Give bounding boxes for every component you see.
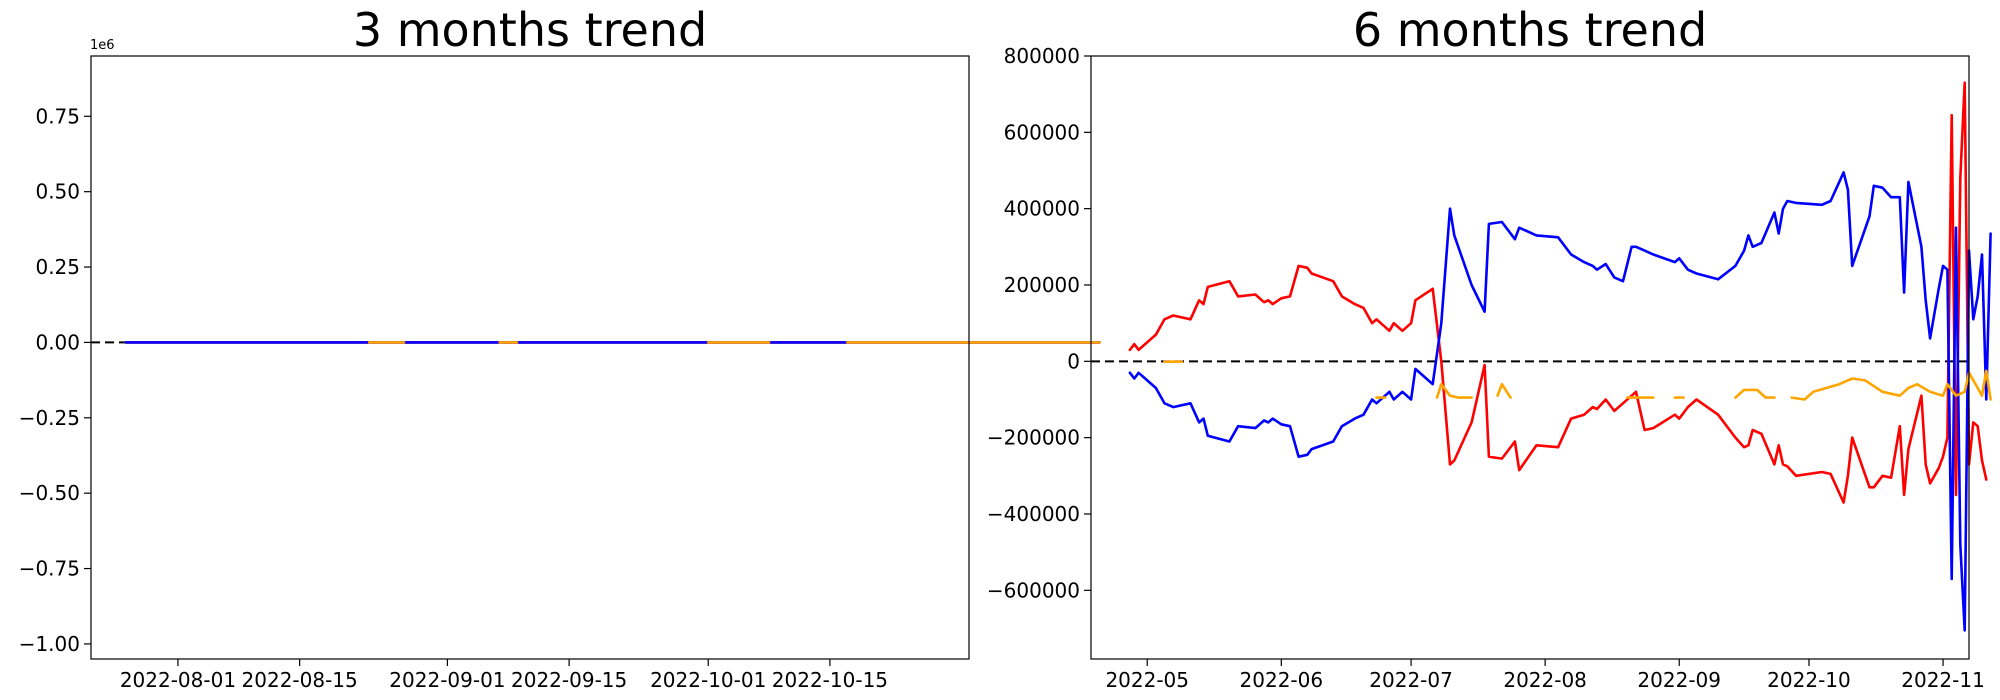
x-tick-label: 2022-11	[1901, 668, 1985, 692]
x-tick-label: 2022-08-01	[120, 668, 236, 692]
x-tick-label: 2022-10	[1767, 668, 1851, 692]
chart-title: 3 months trend	[353, 3, 707, 57]
chart-3-months: 3 months trend 1e6 2022-08-01 2022-08-15 2…	[19, 3, 1101, 692]
y-tick-label: 200000	[1004, 273, 1080, 297]
plot-frame	[90, 55, 970, 660]
y-tick-label: −200000	[987, 426, 1080, 450]
x-tick-label: 2022-09	[1637, 668, 1721, 692]
y-tick-label: 600000	[1004, 120, 1080, 144]
y-tick-label: −1.00	[19, 632, 80, 656]
x-tick-label: 2022-06	[1240, 668, 1324, 692]
x-tick-label: 2022-09-15	[511, 668, 627, 692]
series-line-3	[1163, 360, 1992, 401]
x-tick-label: 2022-10-15	[772, 668, 888, 692]
y-tick-label: −600000	[987, 578, 1080, 602]
y-tick-label: 0	[1067, 349, 1080, 373]
x-tick-label: 2022-08-15	[242, 668, 358, 692]
y-tick-label: 0.75	[35, 104, 80, 128]
y-tick-label: 0.00	[35, 330, 80, 354]
x-tick-label: 2022-10-01	[650, 668, 766, 692]
y-tick-label: −0.50	[19, 481, 80, 505]
y-tick-label: 0.25	[35, 255, 80, 279]
y-tick-label: 800000	[1004, 44, 1080, 68]
chart-title: 6 months trend	[1353, 3, 1707, 57]
y-tick-label: −400000	[987, 502, 1080, 526]
y-tick-label: 0.50	[35, 180, 80, 204]
y-tick-label: −0.25	[19, 406, 80, 430]
x-tick-label: 2022-07	[1369, 668, 1453, 692]
chart-6-months: 6 months trend 2022-05 2022-06 2022-07 2022…	[987, 3, 1992, 692]
x-tick-label: 2022-05	[1105, 668, 1189, 692]
series-line-1	[1128, 81, 1988, 504]
y-tick-label: −0.75	[19, 557, 80, 581]
y-offset-label: 1e6	[90, 38, 115, 53]
series-line-2	[1128, 171, 1992, 632]
y-tick-label: 400000	[1004, 197, 1080, 221]
plot-frame	[1090, 55, 1970, 660]
x-tick-label: 2022-08	[1503, 668, 1587, 692]
x-tick-label: 2022-09-01	[389, 668, 505, 692]
